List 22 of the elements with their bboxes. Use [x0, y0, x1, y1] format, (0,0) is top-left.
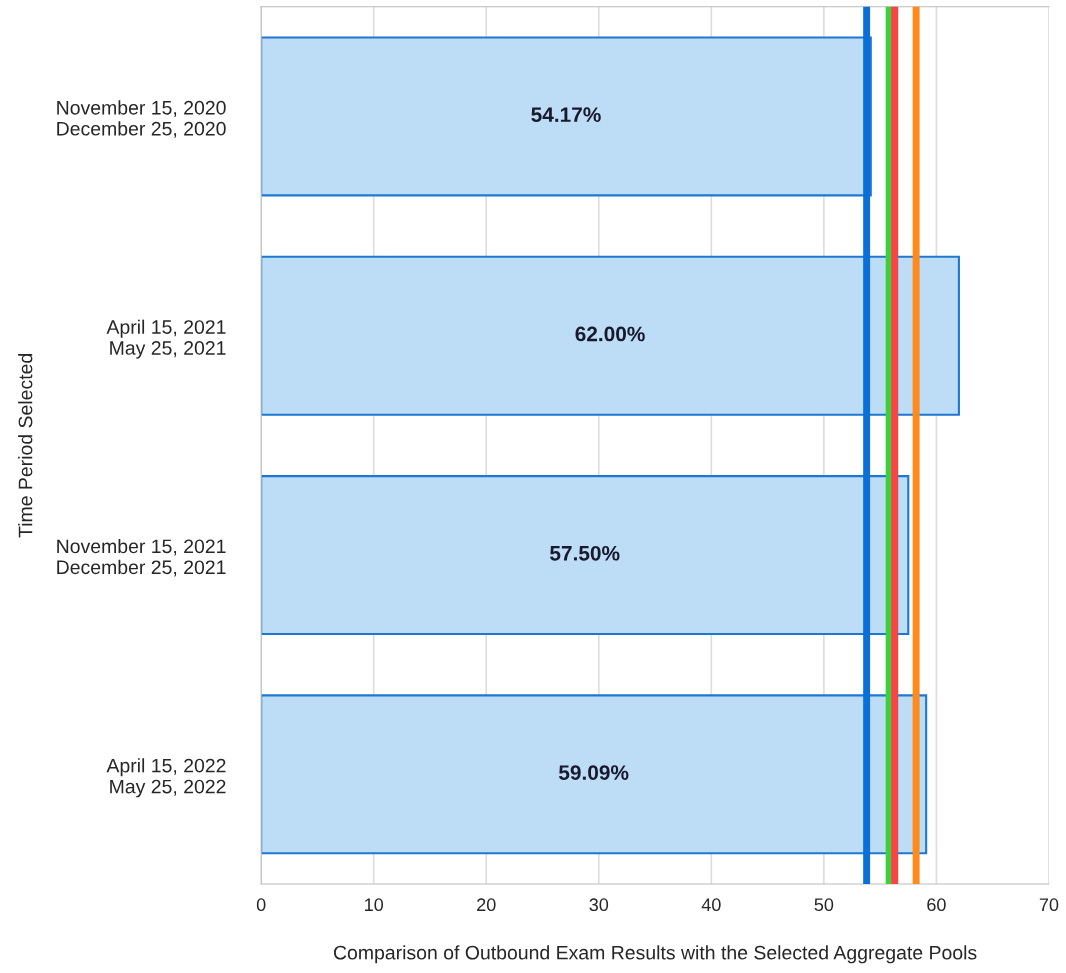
- data-label: 62.00%: [575, 326, 645, 342]
- x-axis-title: Comparison of Outbound Exam Results with the Selected Aggregate Pools: [333, 945, 977, 964]
- x-tick-label: 20: [477, 898, 496, 912]
- bar: [261, 475, 910, 636]
- y-tick-label: April 15, 2022 May 25, 2022: [106, 758, 226, 798]
- bar: [261, 255, 960, 416]
- x-tick-label: 30: [589, 898, 609, 912]
- x-tick-label: 40: [701, 898, 721, 912]
- y-axis-title: Time Period Selected: [18, 354, 33, 538]
- x-tick-label: 10: [365, 898, 384, 912]
- data-label: 59.09%: [558, 765, 629, 780]
- y-tick-label: November 15, 2021 December 25, 2021: [57, 538, 226, 577]
- bar: [261, 36, 872, 197]
- y-tick-label: November 15, 2020 December 25, 2020: [57, 100, 226, 138]
- x-tick-label: 60: [927, 898, 946, 912]
- x-tick-label: 0: [256, 898, 266, 912]
- x-tick-label: 70: [1039, 898, 1059, 912]
- bar: [261, 694, 928, 855]
- data-label: 57.50%: [550, 545, 620, 561]
- data-label: 54.17%: [531, 107, 601, 123]
- y-tick-label: April 15, 2021 May 25, 2021: [106, 319, 226, 359]
- x-tick-label: 50: [814, 898, 834, 912]
